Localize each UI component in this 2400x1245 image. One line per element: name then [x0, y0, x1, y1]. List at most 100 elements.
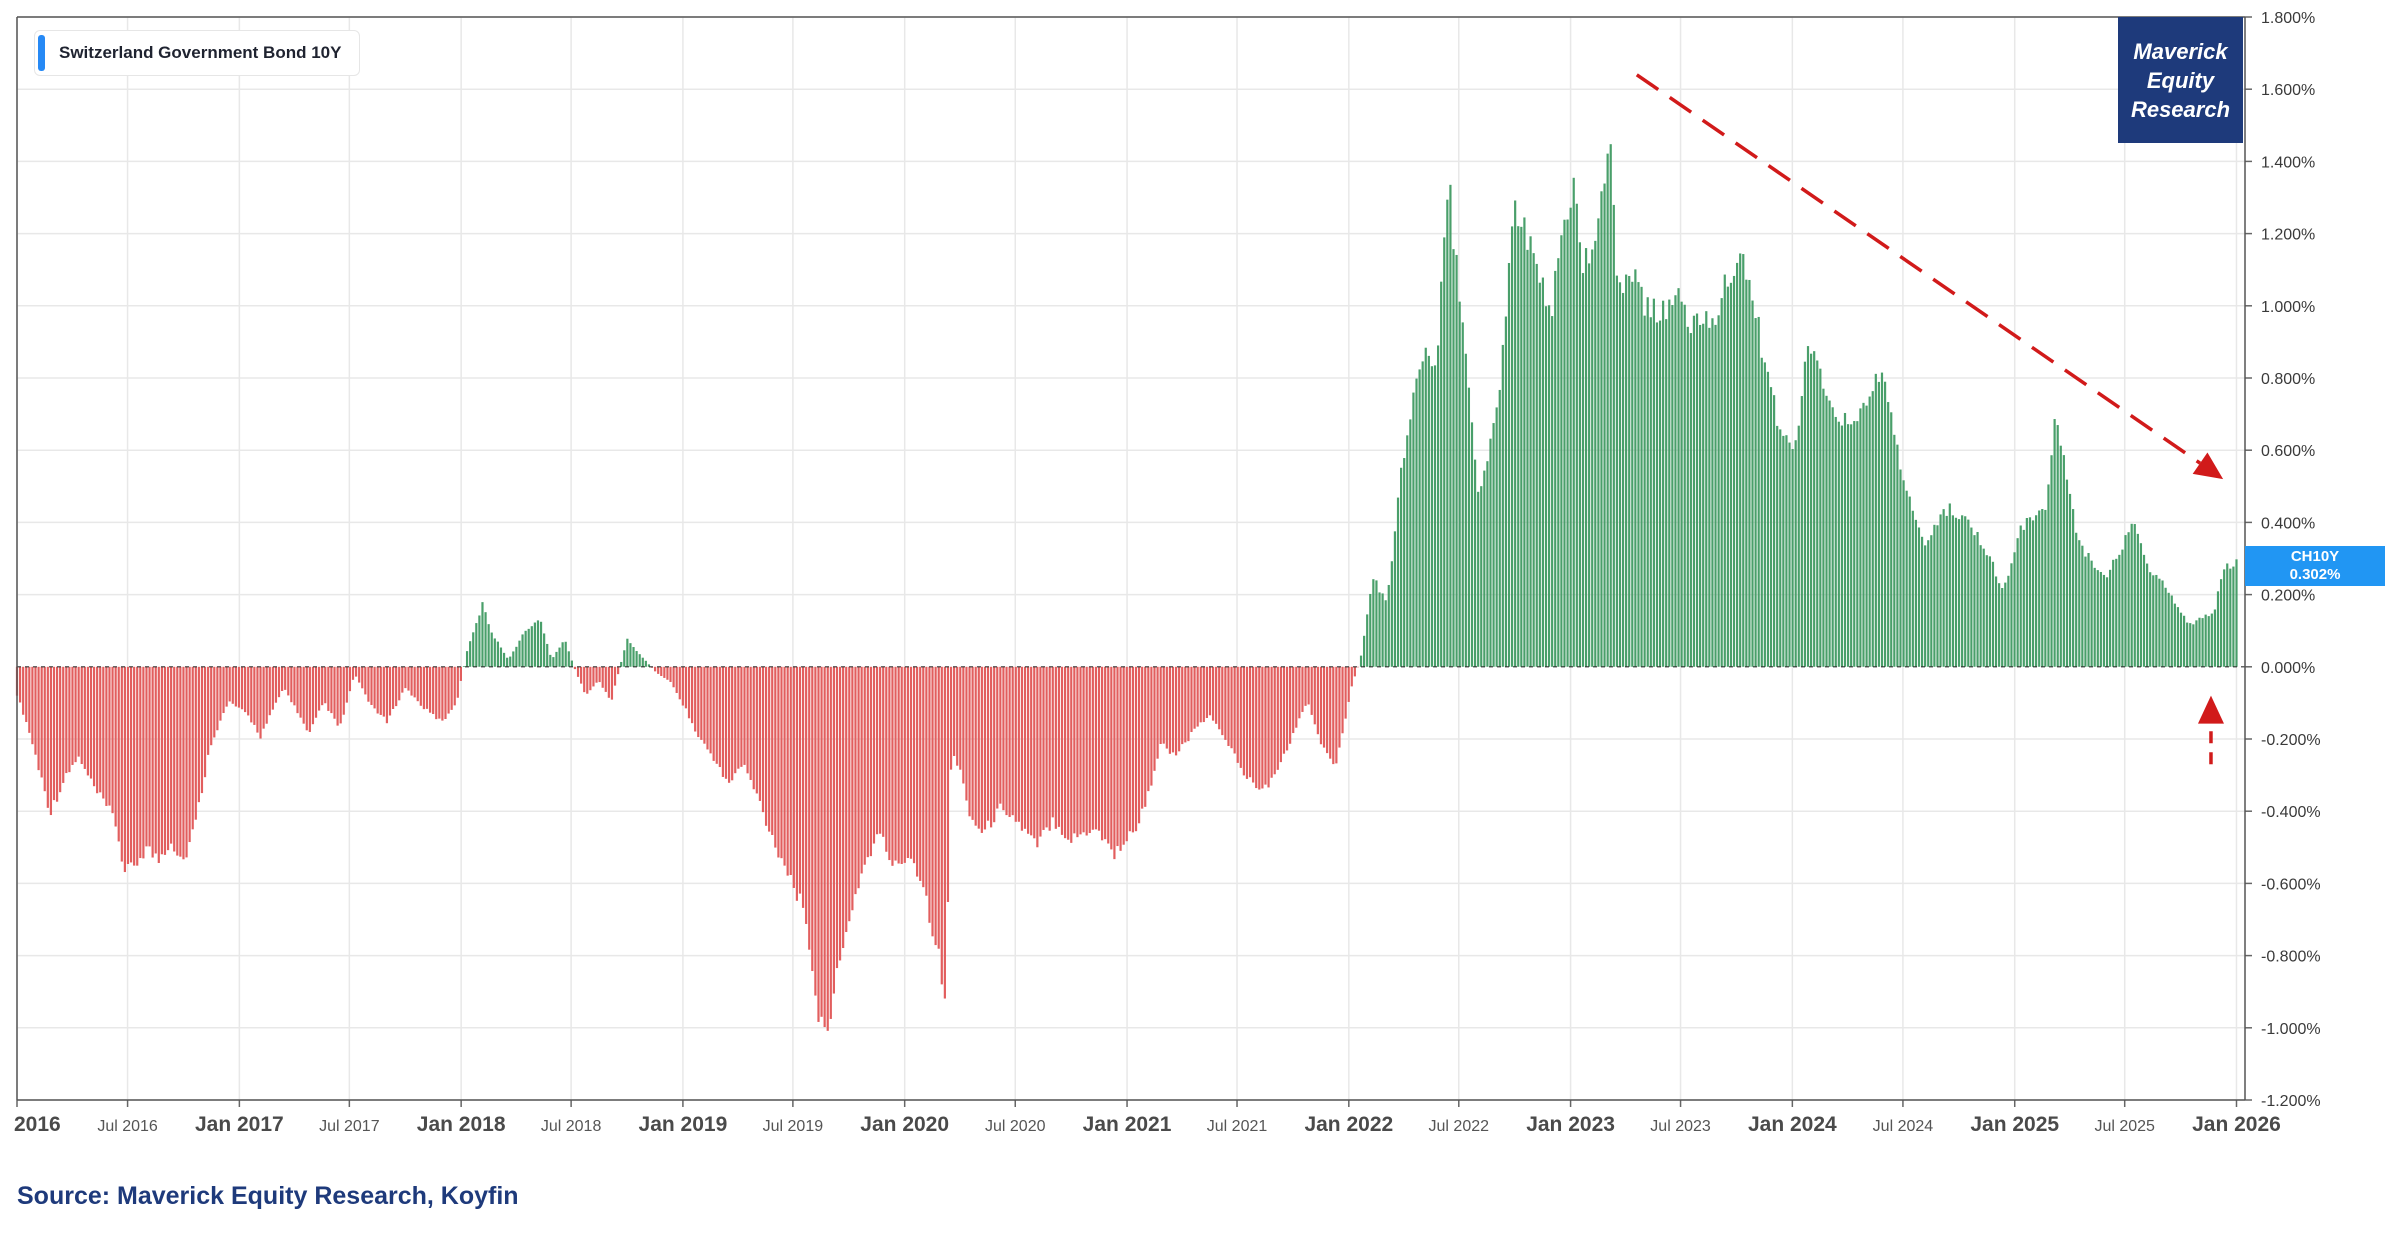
bar-negative	[74, 666, 77, 763]
bar-negative	[422, 666, 426, 710]
bar-positive	[1939, 514, 1942, 667]
y-tick-label: -0.600%	[2261, 876, 2321, 893]
bar-negative	[946, 666, 950, 902]
bar-negative	[1156, 666, 1159, 759]
bar-positive	[1504, 316, 1508, 667]
bar-positive	[1834, 416, 1837, 667]
bar-positive	[2019, 525, 2022, 667]
bar-negative	[835, 666, 839, 969]
bar-positive	[1544, 306, 1548, 667]
bar-positive	[502, 652, 506, 667]
bar-positive	[1581, 273, 1585, 667]
bar-positive	[1769, 387, 1773, 667]
bar-negative	[1258, 666, 1261, 790]
bar-positive	[2118, 554, 2121, 667]
bar-negative	[687, 666, 691, 719]
bar-negative	[391, 666, 395, 709]
bar-positive	[1403, 458, 1406, 667]
bar-positive	[2152, 575, 2155, 667]
x-tick-label: Jul 2025	[2094, 1118, 2155, 1135]
bar-positive	[1449, 184, 1452, 667]
bar-negative	[89, 666, 93, 779]
bar-positive	[1917, 527, 1921, 667]
bar-negative	[173, 666, 176, 852]
bar-positive	[1859, 408, 1862, 667]
legend[interactable]: Switzerland Government Bond 10Y	[34, 30, 361, 76]
x-tick-label: Jul 2019	[763, 1118, 824, 1135]
bar-negative	[968, 666, 971, 817]
bar-positive	[1800, 396, 1803, 667]
bar-negative	[339, 666, 342, 724]
bar-positive	[1726, 286, 1729, 667]
bar-negative	[1131, 666, 1135, 833]
bar-positive	[2059, 445, 2062, 667]
bar-positive	[1874, 373, 1877, 667]
bar-negative	[203, 666, 207, 778]
bar-positive	[1470, 422, 1474, 667]
bar-positive	[2093, 567, 2096, 667]
bar-negative	[912, 666, 916, 864]
bar-negative	[931, 666, 934, 937]
bar-negative	[589, 666, 592, 691]
bar-negative	[317, 666, 321, 711]
bar-negative	[996, 666, 999, 809]
bar-negative	[401, 666, 404, 693]
bar-negative	[1215, 666, 1218, 724]
bar-positive	[1708, 327, 1711, 667]
bar-positive	[1665, 319, 1668, 667]
bar-negative	[197, 666, 200, 803]
bar-negative	[354, 666, 358, 677]
bar-positive	[1649, 317, 1652, 667]
bar-positive	[1911, 510, 1914, 667]
bar-negative	[92, 666, 96, 787]
bar-positive	[641, 657, 644, 667]
bar-negative	[894, 666, 897, 861]
bar-positive	[1631, 281, 1634, 667]
bar-negative	[59, 666, 62, 793]
bar-positive	[1948, 503, 1951, 667]
y-tick-label: 0.800%	[2261, 371, 2315, 388]
bar-negative	[712, 666, 715, 761]
bar-positive	[1400, 467, 1403, 667]
bar-positive	[527, 628, 530, 667]
bar-negative	[1097, 666, 1101, 831]
bar-negative	[734, 666, 737, 774]
bar-negative	[879, 666, 882, 834]
trend-arrow-line	[1635, 73, 2202, 465]
bar-negative	[601, 666, 604, 688]
bar-positive	[1905, 490, 1908, 667]
bar-negative	[194, 666, 197, 820]
bar-negative	[358, 666, 361, 683]
bar-positive	[1366, 614, 1369, 667]
bar-negative	[1178, 666, 1181, 752]
bar-negative	[231, 666, 234, 704]
bar-negative	[1227, 666, 1230, 746]
bar-negative	[746, 666, 749, 774]
bar-negative	[1030, 666, 1033, 836]
y-tick-label: -0.800%	[2261, 949, 2321, 966]
bar-negative	[216, 666, 219, 731]
bar-positive	[1609, 144, 1612, 667]
y-tick-label: -0.200%	[2261, 732, 2321, 749]
bar-positive	[539, 621, 543, 667]
bar-positive	[2182, 615, 2186, 667]
bar-negative	[55, 666, 59, 802]
bar-negative	[86, 666, 90, 776]
bar-negative	[345, 666, 348, 703]
bar-negative	[22, 666, 25, 715]
bar-positive	[1584, 248, 1588, 667]
bar-positive	[1699, 324, 1702, 667]
bar-positive	[1446, 199, 1449, 667]
bar-positive	[1920, 536, 1924, 667]
bar-negative	[148, 666, 151, 847]
bar-positive	[1964, 516, 1967, 667]
bar-negative	[444, 666, 447, 720]
bar-positive	[1924, 545, 1927, 667]
bar-positive	[1440, 281, 1443, 667]
bar-negative	[321, 666, 324, 706]
bar-negative	[68, 666, 71, 773]
bar-negative	[305, 666, 308, 731]
bar-negative	[259, 666, 262, 739]
bar-positive	[1942, 509, 1945, 667]
bar-negative	[1316, 666, 1319, 735]
